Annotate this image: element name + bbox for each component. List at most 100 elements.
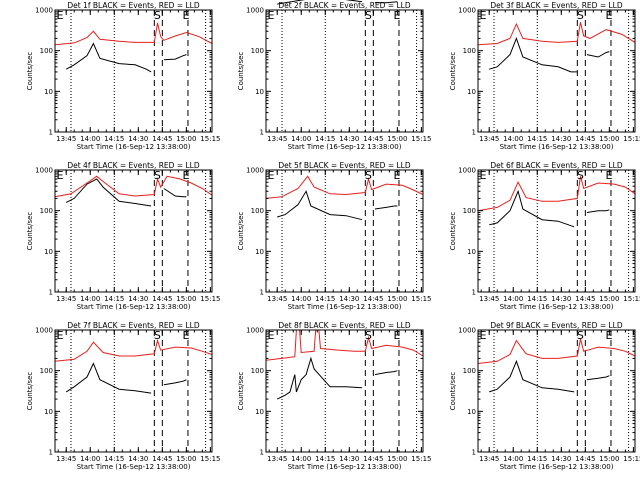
panel-title: Det 9f BLACK = Events, RED = LLD	[490, 321, 623, 330]
x-tick-label: 15:00	[176, 135, 196, 143]
series-lld-line	[54, 175, 213, 198]
interval-marker-label: S	[577, 169, 584, 182]
x-tick-label: 14:15	[527, 135, 547, 143]
x-tick-label: 14:15	[104, 295, 124, 303]
interval-marker-label: E	[268, 9, 275, 22]
y-tick-label: 10	[44, 248, 53, 256]
x-tick-label: 14:30	[128, 295, 148, 303]
y-tick-label: 1	[260, 129, 264, 137]
y-tick-label: 100	[463, 367, 476, 375]
y-tick-label: 10	[467, 408, 476, 416]
series-events-line	[163, 188, 187, 198]
panel-det-2: Det 2f BLACK = Events, RED = LLD 1 10 100 10…	[237, 0, 431, 151]
x-axis-label: Start Time (16-Sep-12 13:38:00)	[77, 463, 191, 471]
plot-frame	[477, 169, 636, 293]
x-tick-label: 15:15	[411, 455, 431, 463]
x-tick-label: 14:00	[291, 135, 311, 143]
x-tick-label: 15:00	[387, 295, 407, 303]
x-tick-label: 14:45	[363, 135, 383, 143]
y-axis-label: Counts/sec	[26, 372, 34, 411]
interval-marker-label: E	[393, 169, 400, 182]
x-tick-label: 14:15	[315, 455, 335, 463]
x-axis-label: Start Time (16-Sep-12 13:38:00)	[77, 143, 191, 151]
series-lld-line	[265, 175, 424, 199]
y-tick-label: 10	[467, 248, 476, 256]
x-tick-label: 15:15	[200, 135, 220, 143]
x-tick-label: 14:00	[291, 295, 311, 303]
y-tick-label: 1000	[458, 167, 476, 175]
x-tick-label: 14:30	[551, 135, 571, 143]
y-tick-label: 100	[463, 207, 476, 215]
y-axis-label: Counts/sec	[449, 372, 457, 411]
x-tick-label: 14:30	[128, 135, 148, 143]
x-tick-label: 15:15	[411, 135, 431, 143]
y-tick-label: 10	[44, 408, 53, 416]
y-tick-label: 1	[49, 129, 53, 137]
series-events-line	[374, 370, 398, 376]
interval-marker-label: E	[268, 329, 275, 342]
series-events-line	[586, 51, 610, 58]
y-tick-label: 1	[49, 449, 53, 457]
y-tick-label: 1000	[458, 327, 476, 335]
y-tick-label: 100	[251, 47, 264, 55]
x-tick-label: 14:30	[339, 295, 359, 303]
interval-marker-label: E	[480, 329, 487, 342]
x-tick-label: 14:30	[551, 455, 571, 463]
x-tick-label: 13:45	[56, 455, 76, 463]
x-tick-label: 14:00	[291, 455, 311, 463]
panel-det-9: Det 9f BLACK = Events, RED = LLD 1 10 100 10…	[449, 321, 640, 471]
y-axis-label: Counts/sec	[237, 52, 245, 91]
panel-title: Det 1f BLACK = Events, RED = LLD	[67, 1, 200, 10]
y-tick-label: 10	[44, 88, 53, 96]
panel-title: Det 7f BLACK = Events, RED = LLD	[67, 321, 200, 330]
plot-frame	[54, 329, 213, 453]
y-tick-label: 1	[472, 129, 476, 137]
y-tick-label: 1	[49, 289, 53, 297]
x-tick-label: 14:15	[315, 295, 335, 303]
x-tick-label: 14:15	[527, 455, 547, 463]
y-tick-label: 10	[255, 408, 264, 416]
x-tick-label: 15:15	[623, 455, 640, 463]
x-tick-label: 14:45	[152, 135, 172, 143]
series-events-line	[586, 209, 610, 213]
x-tick-label: 15:00	[176, 455, 196, 463]
panel-title: Det 6f BLACK = Events, RED = LLD	[490, 161, 623, 170]
series-events-line	[489, 359, 575, 393]
x-tick-label: 13:45	[267, 455, 287, 463]
series-events-line	[489, 189, 575, 228]
x-tick-label: 14:30	[128, 455, 148, 463]
x-tick-label: 15:00	[176, 295, 196, 303]
x-tick-label: 15:00	[599, 295, 619, 303]
x-tick-label: 13:45	[479, 455, 499, 463]
series-events-line	[374, 1, 398, 4]
x-tick-label: 15:15	[411, 295, 431, 303]
x-axis-label: Start Time (16-Sep-12 13:38:00)	[77, 303, 191, 311]
panel-title: Det 8f BLACK = Events, RED = LLD	[278, 321, 411, 330]
interval-marker-label: S	[154, 9, 161, 22]
x-tick-label: 15:00	[599, 135, 619, 143]
series-events-line	[163, 379, 187, 386]
x-tick-label: 15:00	[387, 135, 407, 143]
x-tick-label: 15:00	[387, 455, 407, 463]
panel-det-7: Det 7f BLACK = Events, RED = LLD 1 10 100 10…	[26, 321, 220, 471]
y-tick-label: 1000	[246, 167, 264, 175]
x-tick-label: 14:45	[575, 295, 595, 303]
series-events-line	[277, 190, 363, 221]
x-axis-label: Start Time (16-Sep-12 13:38:00)	[500, 463, 614, 471]
series-events-line	[586, 375, 610, 381]
panel-det-1: Det 1f BLACK = Events, RED = LLD 1 10 100 10…	[26, 1, 220, 151]
y-tick-label: 10	[255, 88, 264, 96]
x-axis-label: Start Time (16-Sep-12 13:38:00)	[500, 303, 614, 311]
x-tick-label: 14:15	[104, 135, 124, 143]
series-events-line	[276, 356, 363, 400]
series-lld-line	[54, 338, 213, 362]
y-axis-label: Counts/sec	[237, 212, 245, 251]
series-events-line	[374, 205, 398, 210]
interval-marker-label: E	[57, 329, 64, 342]
interval-marker-label: E	[480, 9, 487, 22]
x-tick-label: 14:00	[80, 295, 100, 303]
x-tick-label: 14:45	[152, 295, 172, 303]
x-tick-label: 14:45	[575, 135, 595, 143]
